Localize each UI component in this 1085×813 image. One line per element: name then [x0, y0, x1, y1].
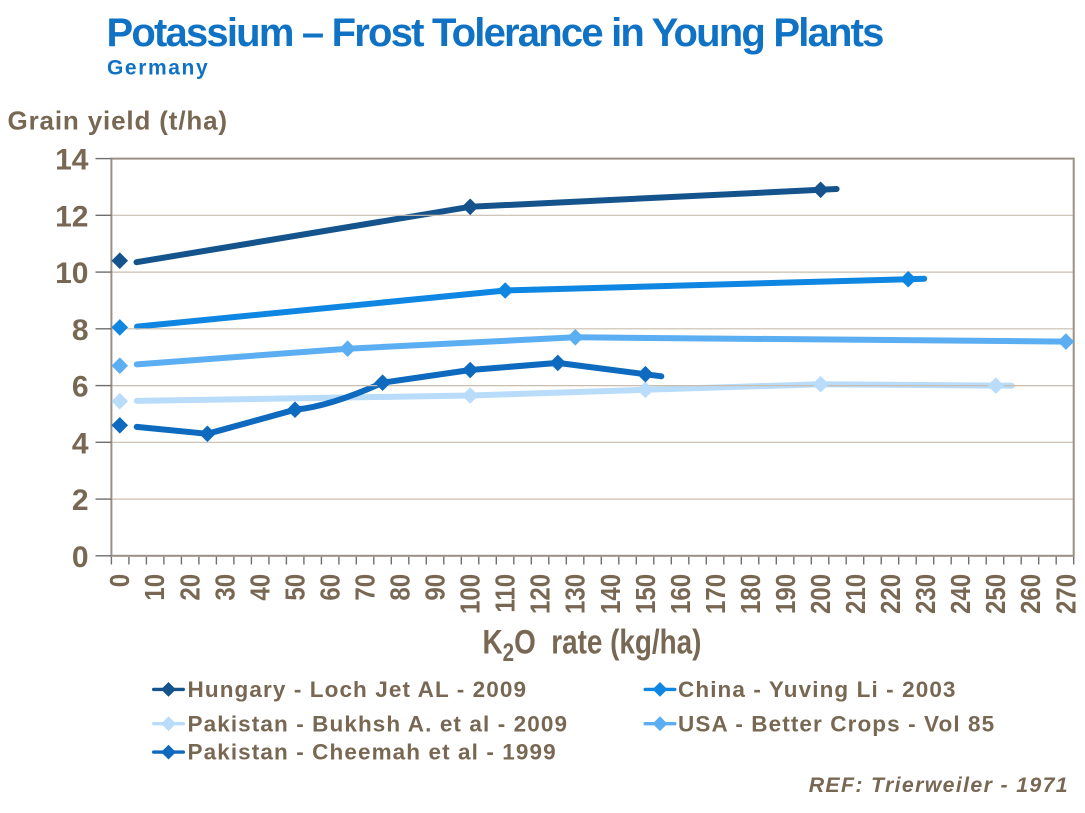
- svg-text:270: 270: [1050, 574, 1082, 614]
- svg-text:120: 120: [524, 574, 556, 614]
- svg-text:40: 40: [244, 574, 276, 601]
- svg-text:4: 4: [72, 427, 89, 460]
- svg-text:250: 250: [979, 574, 1011, 614]
- svg-text:30: 30: [209, 574, 241, 601]
- svg-text:14: 14: [55, 144, 89, 177]
- svg-text:2: 2: [72, 484, 89, 517]
- svg-text:220: 220: [874, 574, 906, 614]
- svg-text:210: 210: [839, 574, 871, 614]
- svg-text:Potassium – Frost Tolerance in: Potassium – Frost Tolerance in Young Pla…: [107, 11, 884, 55]
- svg-text:Germany: Germany: [107, 57, 209, 80]
- svg-text:0: 0: [103, 574, 135, 587]
- svg-text:Pakistan - Bukhsh A. et al - 2: Pakistan - Bukhsh A. et al - 2009: [188, 711, 569, 736]
- svg-text:Hungary - Loch Jet AL - 2009: Hungary - Loch Jet AL - 2009: [188, 677, 528, 702]
- svg-text:Pakistan - Cheemah et al - 199: Pakistan - Cheemah et al - 1999: [188, 740, 557, 765]
- svg-text:10: 10: [138, 574, 170, 601]
- svg-text:8: 8: [72, 314, 89, 347]
- svg-text:90: 90: [419, 574, 451, 601]
- svg-text:REF: Trierweiler - 1971: REF: Trierweiler - 1971: [809, 773, 1069, 797]
- svg-text:20: 20: [174, 574, 206, 601]
- svg-text:200: 200: [804, 574, 836, 614]
- svg-text:Grain yield (t/ha): Grain yield (t/ha): [8, 106, 228, 136]
- svg-text:150: 150: [629, 574, 661, 614]
- svg-text:10: 10: [55, 257, 88, 290]
- svg-text:K2O rate (kg/ha): K2O rate (kg/ha): [483, 623, 702, 667]
- svg-text:140: 140: [594, 574, 626, 614]
- svg-text:0: 0: [72, 541, 89, 574]
- svg-text:170: 170: [699, 574, 731, 614]
- svg-text:70: 70: [349, 574, 381, 601]
- svg-text:USA - Better Crops - Vol 85: USA - Better Crops - Vol 85: [678, 711, 995, 736]
- svg-text:260: 260: [1014, 574, 1046, 614]
- svg-text:50: 50: [279, 574, 311, 601]
- svg-text:China - Yuving Li - 2003: China - Yuving Li - 2003: [678, 677, 957, 702]
- svg-text:80: 80: [384, 574, 416, 601]
- svg-text:230: 230: [909, 574, 941, 614]
- svg-text:6: 6: [72, 371, 89, 404]
- svg-text:160: 160: [664, 574, 696, 614]
- svg-text:190: 190: [769, 574, 801, 614]
- svg-text:100: 100: [454, 574, 486, 614]
- svg-text:240: 240: [944, 574, 976, 614]
- svg-text:12: 12: [55, 200, 88, 233]
- svg-text:130: 130: [559, 574, 591, 614]
- svg-text:110: 110: [489, 574, 521, 613]
- svg-text:180: 180: [734, 574, 766, 614]
- svg-text:60: 60: [314, 574, 346, 601]
